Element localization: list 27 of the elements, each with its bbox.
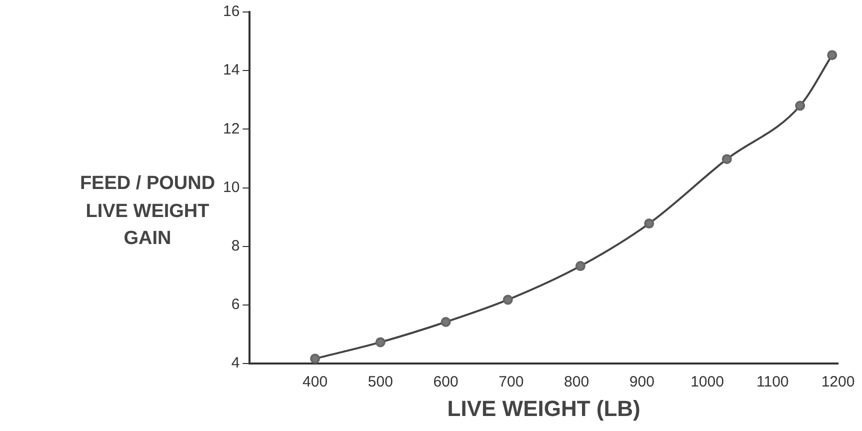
x-tick-label: 900 <box>629 374 654 391</box>
y-tick-label: 16 <box>222 3 240 20</box>
x-tick-label: 400 <box>302 374 328 391</box>
y-tick-label: 6 <box>231 296 240 314</box>
point <box>575 261 586 272</box>
point <box>440 316 451 327</box>
y-tick-label: 12 <box>222 120 240 138</box>
y-tick-label: 10 <box>222 178 240 196</box>
y-tick-label: 14 <box>222 62 240 79</box>
point <box>502 294 513 305</box>
x-tick-label: 700 <box>498 374 524 391</box>
point <box>644 218 654 229</box>
point <box>795 100 806 111</box>
x-tick-label: 800 <box>564 374 590 391</box>
x-tick-label: 600 <box>433 374 458 391</box>
point <box>722 154 732 164</box>
y-axis-title: FEED / POUND LIVE WEIGHT GAIN <box>80 173 216 250</box>
point <box>375 337 386 348</box>
y-tick-label: 8 <box>231 238 240 255</box>
x-tick-label: 1200 <box>821 374 855 391</box>
x-tick-label: 1100 <box>756 374 789 391</box>
x-axis-title: LIVE WEIGHT (LB) <box>447 396 640 421</box>
x-tick-label: 500 <box>368 374 393 391</box>
x-tick-label: 1000 <box>690 374 724 391</box>
point <box>827 50 838 60</box>
y-tick-label: 4 <box>231 354 240 372</box>
point <box>310 354 320 364</box>
